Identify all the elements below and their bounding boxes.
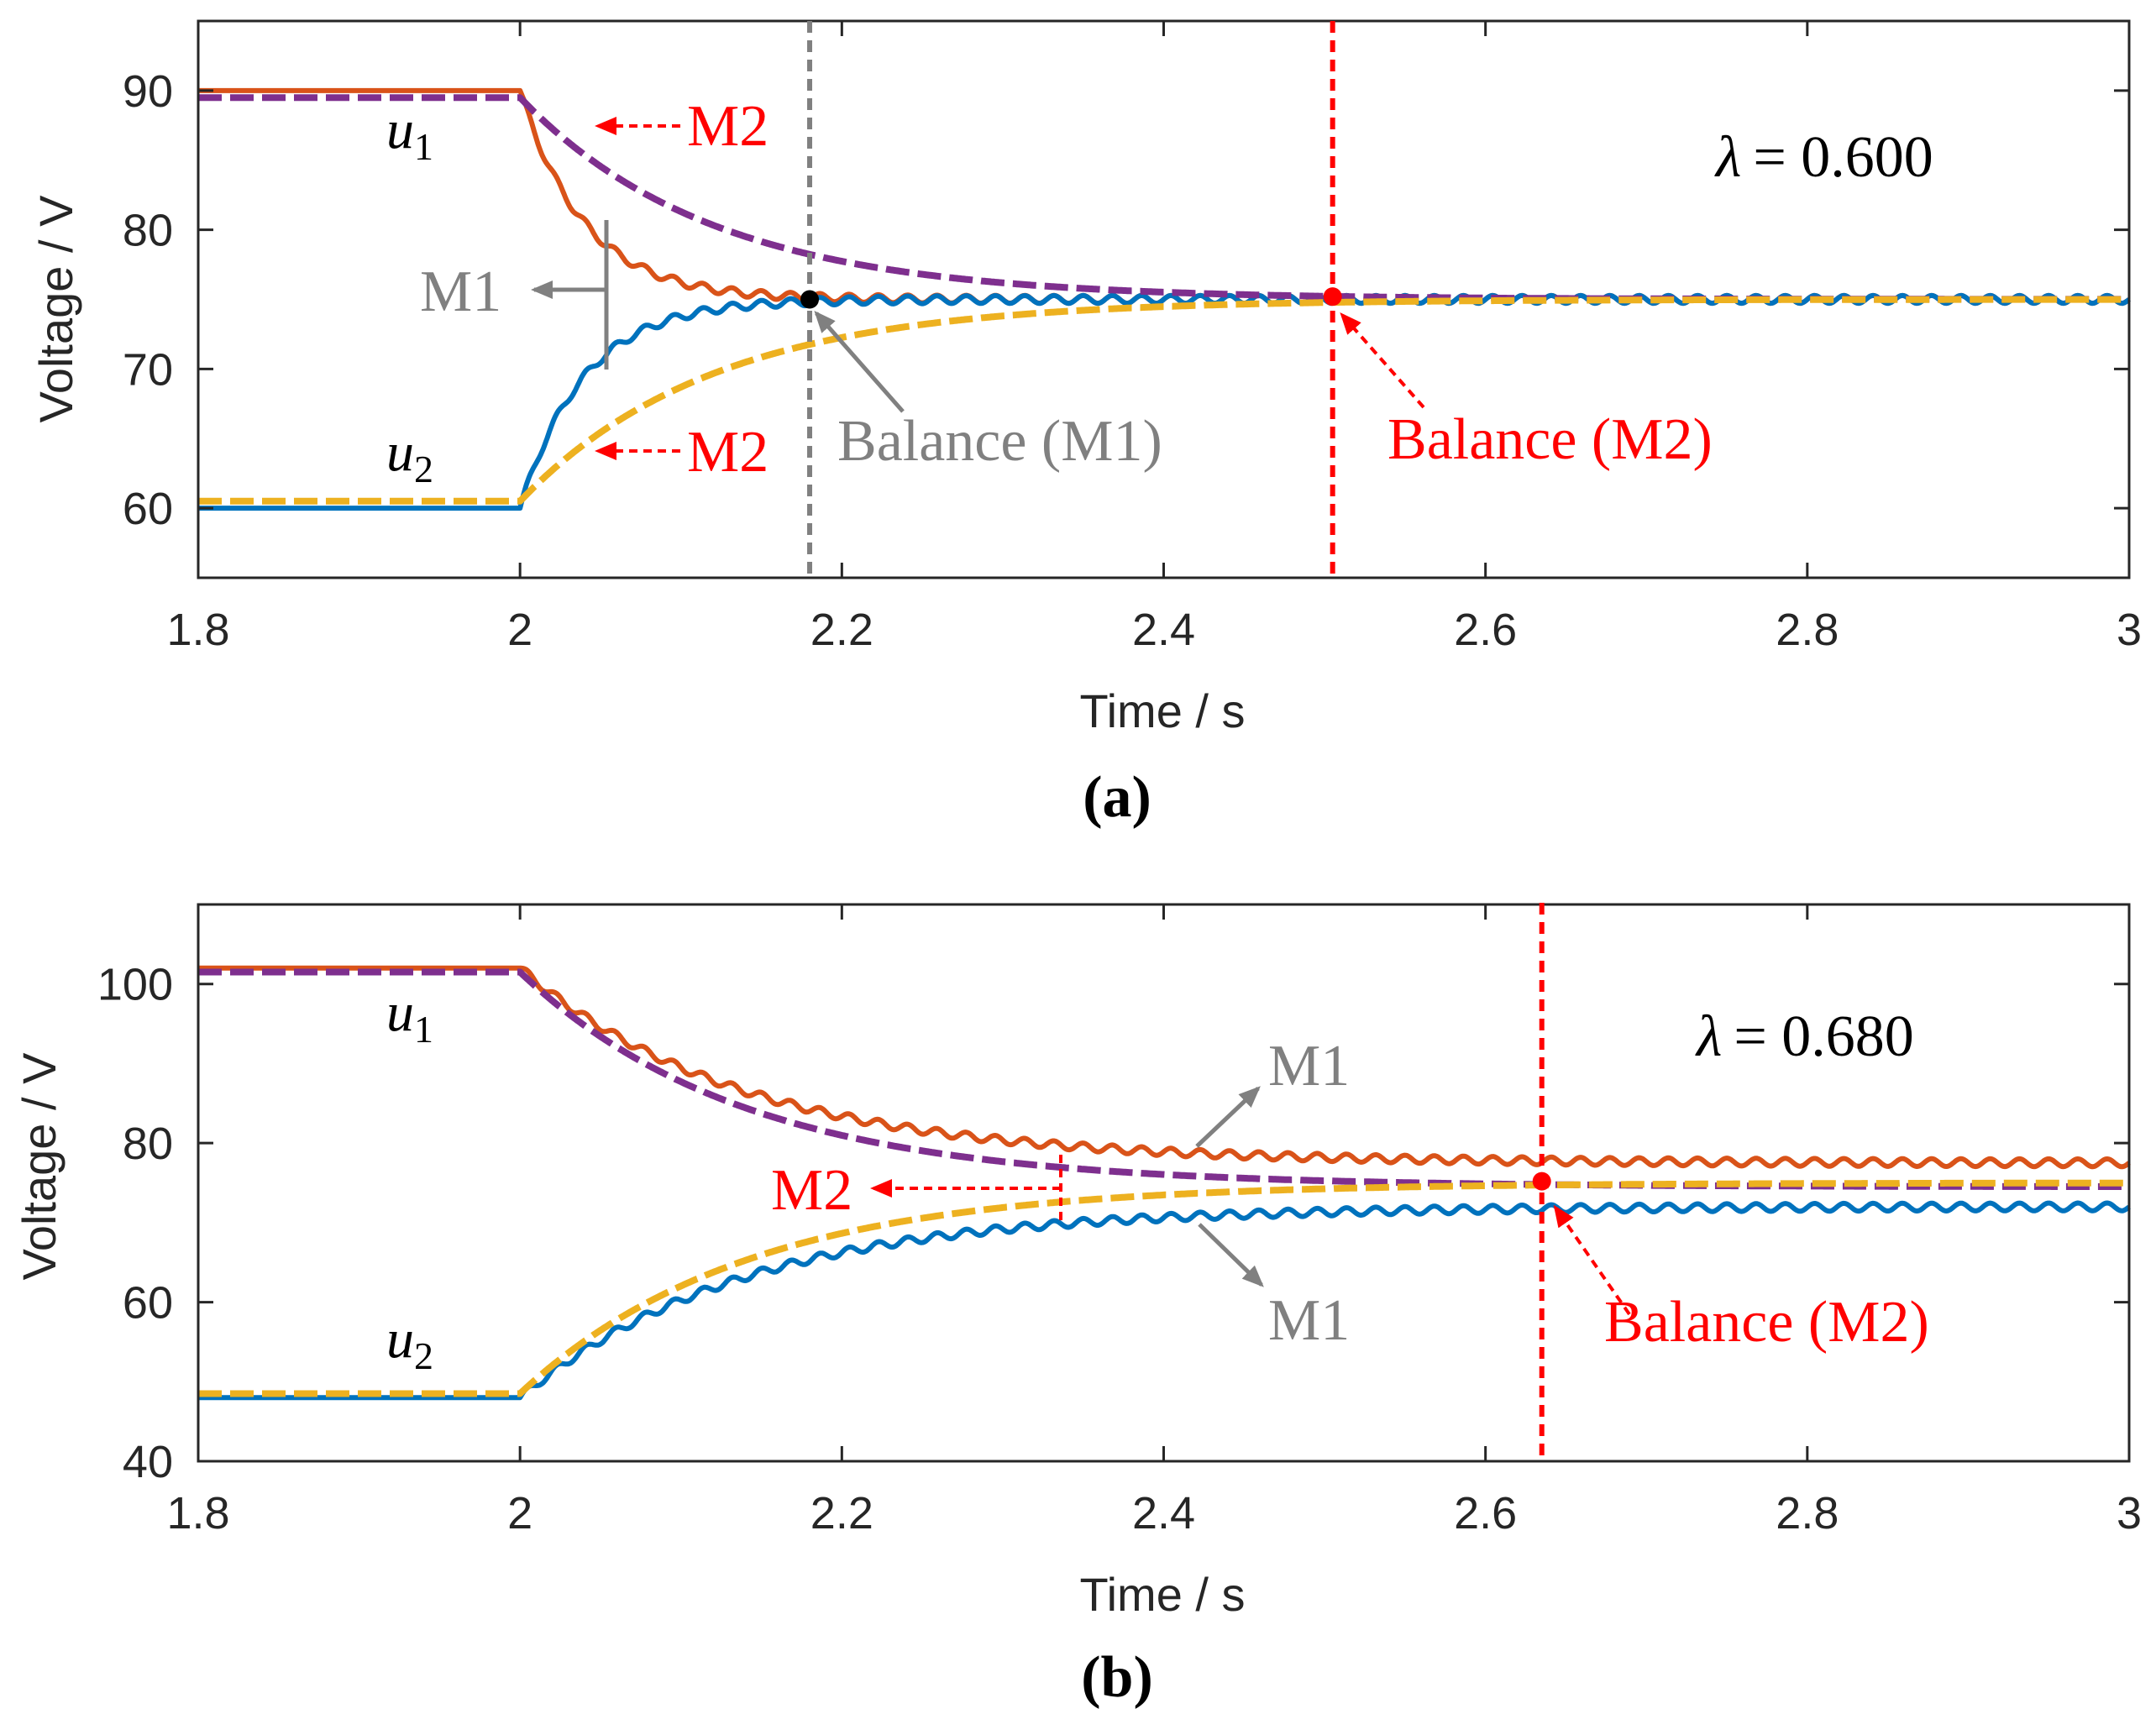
series-line-u1-m2- (196, 94, 2132, 303)
y-tick-label: 40 (123, 1437, 173, 1487)
y-tick-label: 60 (123, 484, 173, 534)
m1-lower-label: M1 (1268, 1288, 1350, 1353)
m1-lower-arrow (1198, 1223, 1264, 1287)
x-tick-label: 2.6 (1454, 1488, 1517, 1538)
x-tick-label: 3 (2117, 1488, 2142, 1538)
x-tick-label: 2 (507, 1488, 532, 1538)
series-group (196, 965, 2132, 1401)
y-tick-labels: 60 70 80 90 (123, 66, 2129, 534)
x-tick-label: 3 (2117, 605, 2142, 655)
balance-m1-arrow (814, 310, 905, 413)
y-tick-label: 60 (123, 1278, 173, 1329)
balance-point (1532, 1172, 1551, 1191)
plot-frame (197, 903, 2131, 1463)
x-tick-label: 2.2 (810, 1488, 873, 1538)
u1-label: u1 (386, 982, 433, 1051)
balance-m1-label: Balance (M1) (837, 409, 1162, 474)
x-tick-label: 2.4 (1132, 605, 1195, 655)
panel-a-caption: (a) (1083, 765, 1151, 830)
u1-label: u1 (386, 99, 433, 168)
y-tick-labels: 40 60 80 100 (97, 960, 2129, 1487)
y-tick-label: 80 (123, 206, 173, 256)
balance-m2-arrow (1340, 312, 1425, 409)
balance-markers (1532, 903, 1551, 1461)
x-tick-labels: 1.8 2 2.2 2.4 2.6 2.8 3 (166, 21, 2142, 655)
series-group (196, 87, 2132, 511)
balance-point (800, 290, 820, 309)
m2-label: M2 (771, 1158, 852, 1223)
m2-upper-label: M2 (687, 94, 769, 159)
chart-panel-a: 1.8 2 2.2 2.4 2.6 2.8 3 60 70 80 90 Voltage / V T… (29, 19, 2142, 830)
x-tick-labels: 1.8 2 2.2 2.4 2.6 2.8 3 (166, 904, 2142, 1538)
balance-point (1323, 287, 1342, 307)
lambda-label: λ = 0.600 (1714, 125, 1933, 190)
x-tick-label: 2.4 (1132, 1488, 1195, 1538)
balance-m2-label: Balance (M2) (1604, 1290, 1929, 1355)
balance-markers (800, 21, 1342, 578)
series-line-u2-m1- (197, 1200, 2131, 1401)
lambda-label: λ = 0.680 (1695, 1004, 1914, 1069)
series-line-u2-m1- (197, 292, 2131, 511)
y-axis-label: Voltage / V (29, 195, 82, 423)
y-tick-label: 90 (123, 66, 173, 117)
series-line-u1-m1- (197, 965, 2131, 1170)
x-tick-label: 1.8 (166, 605, 229, 655)
y-tick-label: 70 (123, 344, 173, 395)
series-line-u2-m2- (196, 296, 2132, 505)
m1-upper-arrow (1195, 1086, 1261, 1148)
y-tick-label: 80 (123, 1119, 173, 1169)
m1-upper-label: M1 (1268, 1034, 1350, 1098)
x-axis-label: Time / s (1079, 1568, 1245, 1621)
series-line-u2-m2- (196, 1179, 2132, 1397)
series-line-u1-m2- (196, 968, 2132, 1190)
u2-label: u2 (386, 422, 433, 490)
balance-m2-arrow (1553, 1204, 1631, 1316)
m2-lower-label: M2 (687, 420, 769, 485)
x-tick-label: 2.8 (1776, 605, 1839, 655)
x-tick-label: 1.8 (166, 1488, 229, 1538)
x-tick-label: 2.2 (810, 605, 873, 655)
balance-m2-label: Balance (M2) (1387, 407, 1713, 472)
y-axis-label: Voltage / V (13, 1052, 66, 1281)
x-tick-label: 2.8 (1776, 1488, 1839, 1538)
y-tick-label: 100 (97, 960, 173, 1010)
x-axis-label: Time / s (1079, 684, 1245, 737)
x-tick-label: 2.6 (1454, 605, 1517, 655)
axes (197, 903, 2131, 1463)
m1-label: M1 (420, 259, 501, 324)
u2-label: u2 (386, 1308, 433, 1377)
panel-b-caption: (b) (1081, 1645, 1153, 1710)
x-tick-label: 2 (507, 605, 532, 655)
